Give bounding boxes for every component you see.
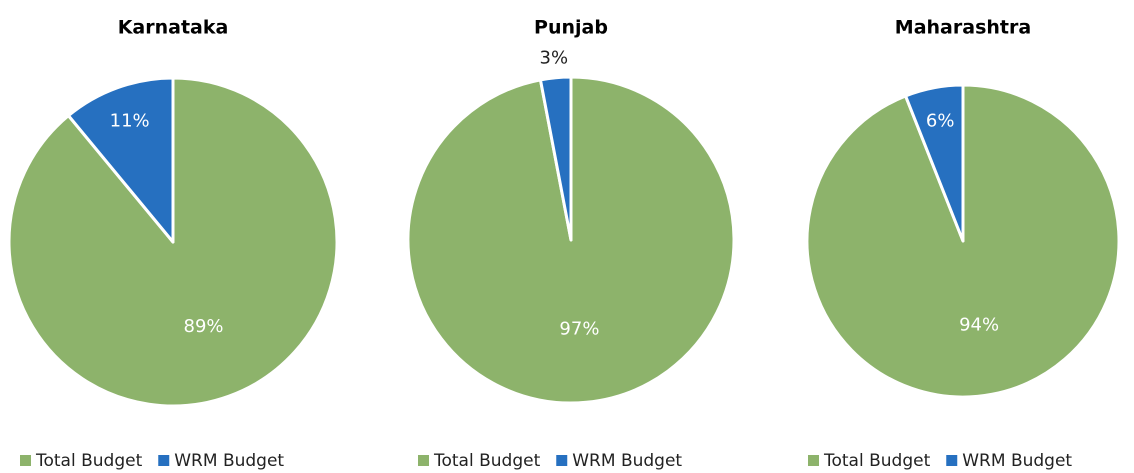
chart-title: Punjab <box>534 17 608 39</box>
data-label: 89% <box>184 316 224 337</box>
legend-swatch <box>20 455 31 466</box>
legend-label: WRM Budget <box>962 451 1072 471</box>
legend-swatch <box>158 455 170 466</box>
legend-label: Total Budget <box>35 451 143 471</box>
data-label: 3% <box>540 47 569 68</box>
chart-title: Karnataka <box>118 17 229 39</box>
legend-label: Total Budget <box>823 451 931 471</box>
legend-swatch <box>556 455 568 466</box>
legend-label: WRM Budget <box>174 451 284 471</box>
data-label: 6% <box>926 110 955 131</box>
legend-swatch <box>946 455 958 466</box>
pie-slice <box>538 75 573 242</box>
data-label: 97% <box>559 318 599 339</box>
pie-slice <box>904 83 965 243</box>
legend-label: Total Budget <box>433 451 541 471</box>
legend-label: WRM Budget <box>572 451 682 471</box>
pie-slice <box>66 76 175 244</box>
legend-swatch <box>808 455 819 466</box>
data-label: 94% <box>959 314 999 335</box>
chart-title: Maharashtra <box>895 17 1031 39</box>
data-label: 11% <box>110 111 150 132</box>
legend-swatch <box>418 455 429 466</box>
